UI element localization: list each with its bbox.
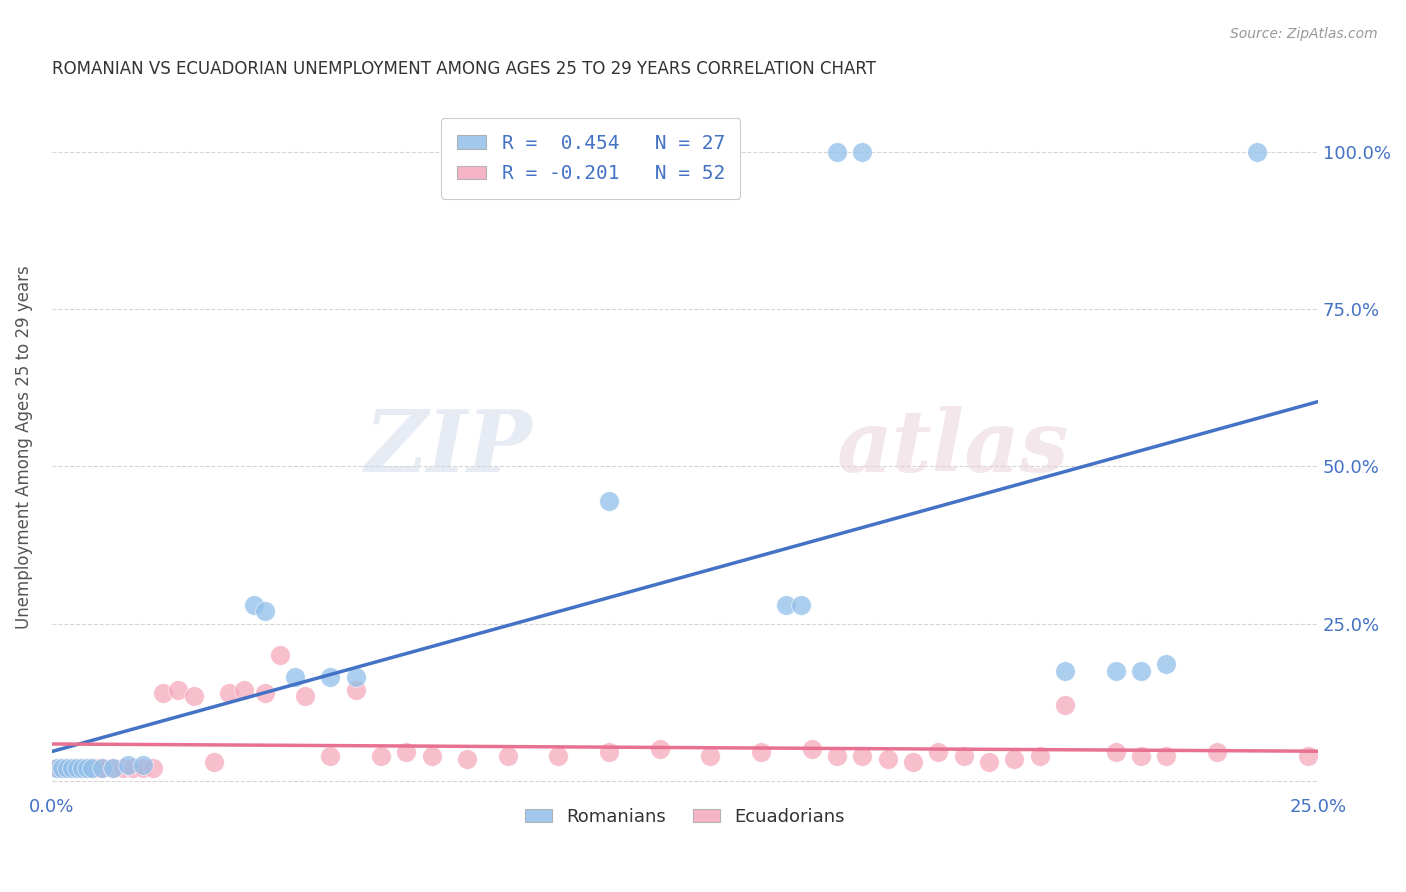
Point [825, 145, 848, 159]
Point [395, 746, 418, 760]
Point [51, 761, 73, 775]
Point [648, 742, 671, 756]
Point [142, 761, 165, 775]
Point [1154, 657, 1177, 672]
Point [253, 604, 276, 618]
Point [91, 761, 114, 775]
Y-axis label: Unemployment Among Ages 25 to 29 years: Unemployment Among Ages 25 to 29 years [15, 266, 32, 629]
Point [1296, 748, 1319, 763]
Point [66, 761, 89, 775]
Point [269, 648, 291, 662]
Point [243, 598, 266, 612]
Point [132, 761, 155, 775]
Point [344, 670, 367, 684]
Point [1002, 752, 1025, 766]
Point [1154, 748, 1177, 763]
Point [1246, 145, 1268, 159]
Point [1028, 748, 1050, 763]
Point [253, 686, 276, 700]
Point [1104, 664, 1126, 678]
Point [45, 761, 67, 775]
Point [370, 748, 392, 763]
Point [117, 758, 139, 772]
Point [851, 145, 873, 159]
Point [851, 748, 873, 763]
Point [167, 682, 190, 697]
Point [76, 761, 98, 775]
Point [56, 761, 79, 775]
Point [284, 670, 307, 684]
Point [598, 746, 620, 760]
Point [1129, 664, 1152, 678]
Point [70, 761, 93, 775]
Point [749, 746, 772, 760]
Point [82, 761, 104, 775]
Point [790, 598, 813, 612]
Point [76, 761, 98, 775]
Point [132, 758, 155, 772]
Point [111, 761, 134, 775]
Point [294, 689, 316, 703]
Point [1053, 698, 1076, 713]
Point [66, 761, 89, 775]
Point [82, 761, 104, 775]
Point [547, 748, 569, 763]
Point [101, 761, 124, 775]
Point [319, 748, 342, 763]
Point [152, 686, 174, 700]
Point [202, 755, 225, 769]
Point [51, 761, 73, 775]
Point [91, 761, 114, 775]
Text: ROMANIAN VS ECUADORIAN UNEMPLOYMENT AMONG AGES 25 TO 29 YEARS CORRELATION CHART: ROMANIAN VS ECUADORIAN UNEMPLOYMENT AMON… [52, 60, 876, 78]
Point [344, 682, 367, 697]
Point [218, 686, 240, 700]
Point [45, 761, 67, 775]
Point [1129, 748, 1152, 763]
Point [456, 752, 478, 766]
Point [901, 755, 924, 769]
Point [598, 493, 620, 508]
Point [60, 761, 83, 775]
Point [1205, 746, 1227, 760]
Point [775, 598, 797, 612]
Text: ZIP: ZIP [366, 406, 533, 489]
Point [101, 761, 124, 775]
Point [1053, 664, 1076, 678]
Point [420, 748, 443, 763]
Point [1104, 746, 1126, 760]
Point [496, 748, 519, 763]
Text: atlas: atlas [837, 406, 1070, 489]
Point [60, 761, 83, 775]
Point [825, 748, 848, 763]
Point [952, 748, 974, 763]
Text: Source: ZipAtlas.com: Source: ZipAtlas.com [1230, 27, 1378, 41]
Point [319, 670, 342, 684]
Point [183, 689, 205, 703]
Point [233, 682, 256, 697]
Point [977, 755, 1000, 769]
Point [876, 752, 898, 766]
Legend: Romanians, Ecuadorians: Romanians, Ecuadorians [517, 800, 852, 833]
Point [56, 761, 79, 775]
Point [927, 746, 949, 760]
Point [86, 761, 108, 775]
Point [699, 748, 721, 763]
Point [70, 761, 93, 775]
Point [121, 761, 143, 775]
Point [800, 742, 823, 756]
